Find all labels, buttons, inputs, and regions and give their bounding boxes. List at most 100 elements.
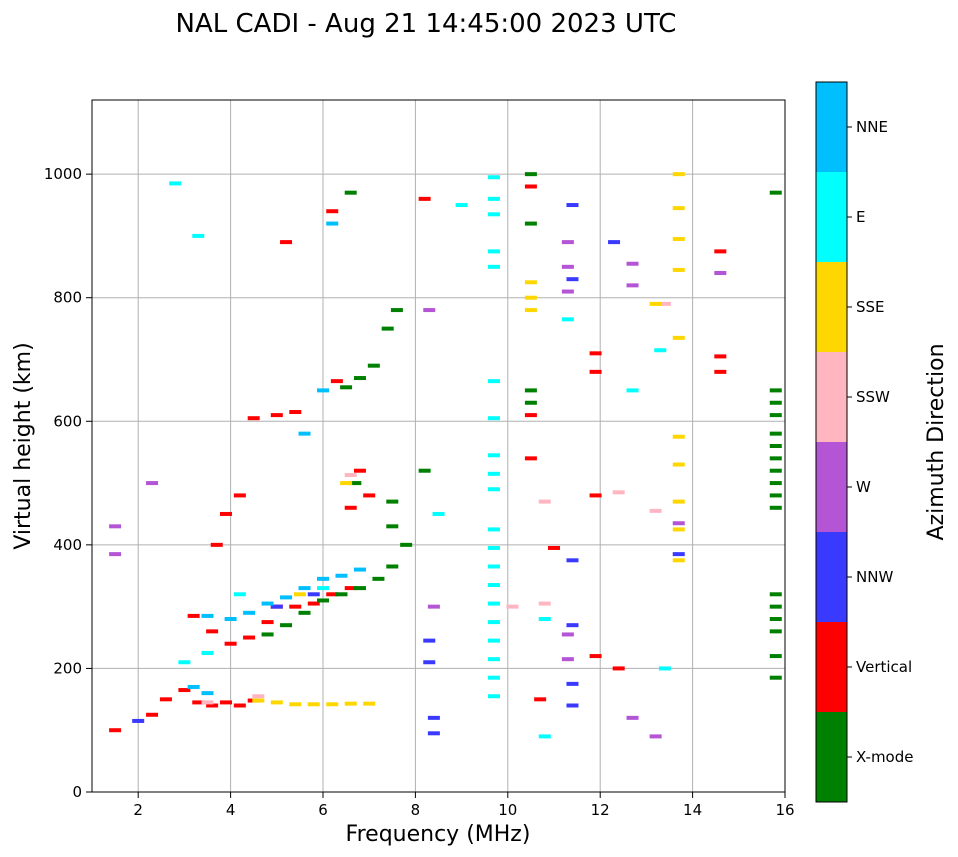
echo-mark-x-mode xyxy=(524,221,537,226)
plot-frame xyxy=(91,99,786,793)
grid-lines xyxy=(92,100,785,792)
echo-mark-nne xyxy=(335,573,348,578)
y-tick-label: 800 xyxy=(53,289,82,307)
echo-mark-nnw xyxy=(423,638,436,643)
echo-mark-vertical xyxy=(219,511,232,516)
echo-mark-w xyxy=(423,308,436,313)
data-marks xyxy=(109,172,782,739)
echo-mark-ssw xyxy=(658,301,671,306)
echo-mark-vertical xyxy=(206,629,219,634)
y-tick-label: 200 xyxy=(53,659,82,677)
echo-mark-sse xyxy=(672,499,685,504)
echo-mark-sse xyxy=(270,700,283,705)
echo-mark-nnw xyxy=(270,604,283,609)
colorbar-tick-label: NNW xyxy=(856,568,893,586)
echo-mark-x-mode xyxy=(367,363,380,368)
colorbar-tick-label: NNE xyxy=(856,118,888,136)
echo-mark-vertical xyxy=(548,545,560,550)
echo-mark-nne xyxy=(187,684,200,689)
echo-mark-sse xyxy=(672,434,685,439)
echo-mark-e xyxy=(169,181,182,186)
echo-mark-vertical xyxy=(344,505,357,510)
echo-mark-sse xyxy=(672,206,685,211)
x-tick-label: 8 xyxy=(411,801,421,819)
echo-mark-e xyxy=(487,601,500,606)
echo-mark-nne xyxy=(224,617,237,621)
echo-mark-x-mode xyxy=(400,542,413,547)
echo-mark-vertical xyxy=(210,542,223,547)
echo-mark-vertical xyxy=(612,666,625,671)
colorbar-tick-label: E xyxy=(856,208,865,226)
echo-mark-nnw xyxy=(423,660,436,665)
echo-mark-e xyxy=(487,620,500,625)
echo-mark-vertical xyxy=(353,468,366,473)
echo-mark-vertical xyxy=(192,700,205,705)
echo-mark-w xyxy=(427,604,440,609)
echo-mark-vertical xyxy=(589,493,602,498)
echo-mark-sse xyxy=(524,308,537,313)
echo-mark-nnw xyxy=(566,703,579,708)
echo-mark-vertical xyxy=(363,493,376,498)
echo-mark-sse xyxy=(672,237,685,242)
colorbar: X-mode Vertical NNW W SSW SSE E NNE xyxy=(815,81,913,803)
colorbar-swatch xyxy=(816,622,847,712)
x-tick-label: 2 xyxy=(133,801,143,819)
echo-mark-nne xyxy=(201,613,214,618)
echo-mark-nnw xyxy=(566,623,579,628)
echo-mark-vertical xyxy=(178,688,191,693)
echo-mark-nne xyxy=(201,691,214,696)
echo-mark-w xyxy=(626,715,639,720)
echo-mark-x-mode xyxy=(769,456,782,461)
echo-mark-e xyxy=(487,583,500,588)
echo-mark-sse xyxy=(649,301,662,306)
echo-mark-vertical xyxy=(524,184,537,189)
echo-mark-w xyxy=(109,524,122,529)
colorbar-swatch xyxy=(816,172,847,262)
colorbar-swatch xyxy=(816,352,847,442)
echo-mark-x-mode xyxy=(349,481,362,486)
echo-mark-x-mode xyxy=(769,400,782,405)
echo-mark-e xyxy=(317,586,329,591)
echo-mark-sse xyxy=(293,592,306,597)
echo-mark-x-mode xyxy=(769,413,782,418)
y-tick-label: 400 xyxy=(53,536,82,554)
y-axis: 0 200 400 600 800 1000 xyxy=(44,165,92,801)
echo-mark-x-mode xyxy=(524,400,537,405)
echo-mark-x-mode xyxy=(769,604,782,609)
y-tick-label: 1000 xyxy=(44,165,82,183)
echo-mark-x-mode xyxy=(769,481,782,486)
echo-mark-vertical xyxy=(326,592,339,597)
echo-mark-vertical xyxy=(330,379,343,384)
echo-mark-vertical xyxy=(280,240,293,245)
echo-mark-vertical xyxy=(714,369,727,374)
echo-mark-nnw xyxy=(608,240,621,245)
echo-mark-e xyxy=(192,233,205,238)
colorbar-tick-label: Vertical xyxy=(856,658,912,676)
x-axis-label: Frequency (MHz) xyxy=(346,822,531,847)
echo-mark-nnw xyxy=(307,592,320,597)
echo-mark-sse xyxy=(363,701,376,706)
x-tick-label: 4 xyxy=(226,801,236,819)
echo-mark-sse xyxy=(340,481,353,486)
echo-mark-sse xyxy=(326,702,339,707)
x-tick-label: 6 xyxy=(318,801,328,819)
echo-mark-x-mode xyxy=(769,505,782,510)
echo-mark-vertical xyxy=(233,493,246,498)
echo-mark-sse xyxy=(672,172,685,177)
x-axis: 2 4 6 8 10 12 14 16 xyxy=(133,792,795,819)
echo-mark-nne xyxy=(317,388,329,393)
echo-mark-e xyxy=(487,416,500,421)
echo-mark-e xyxy=(487,212,500,217)
echo-mark-w xyxy=(146,481,159,486)
echo-mark-sse xyxy=(344,701,357,706)
echo-mark-e xyxy=(538,617,551,621)
echo-mark-nnw xyxy=(566,277,579,282)
colorbar-swatch xyxy=(816,442,847,532)
colorbar-swatch xyxy=(816,262,847,352)
echo-mark-x-mode xyxy=(381,326,394,331)
echo-mark-e xyxy=(561,317,574,322)
echo-mark-vertical xyxy=(247,416,260,421)
echo-mark-ssw xyxy=(506,604,519,609)
colorbar-label: Azimuth Direction xyxy=(924,343,949,540)
echo-mark-ssw xyxy=(252,694,265,699)
